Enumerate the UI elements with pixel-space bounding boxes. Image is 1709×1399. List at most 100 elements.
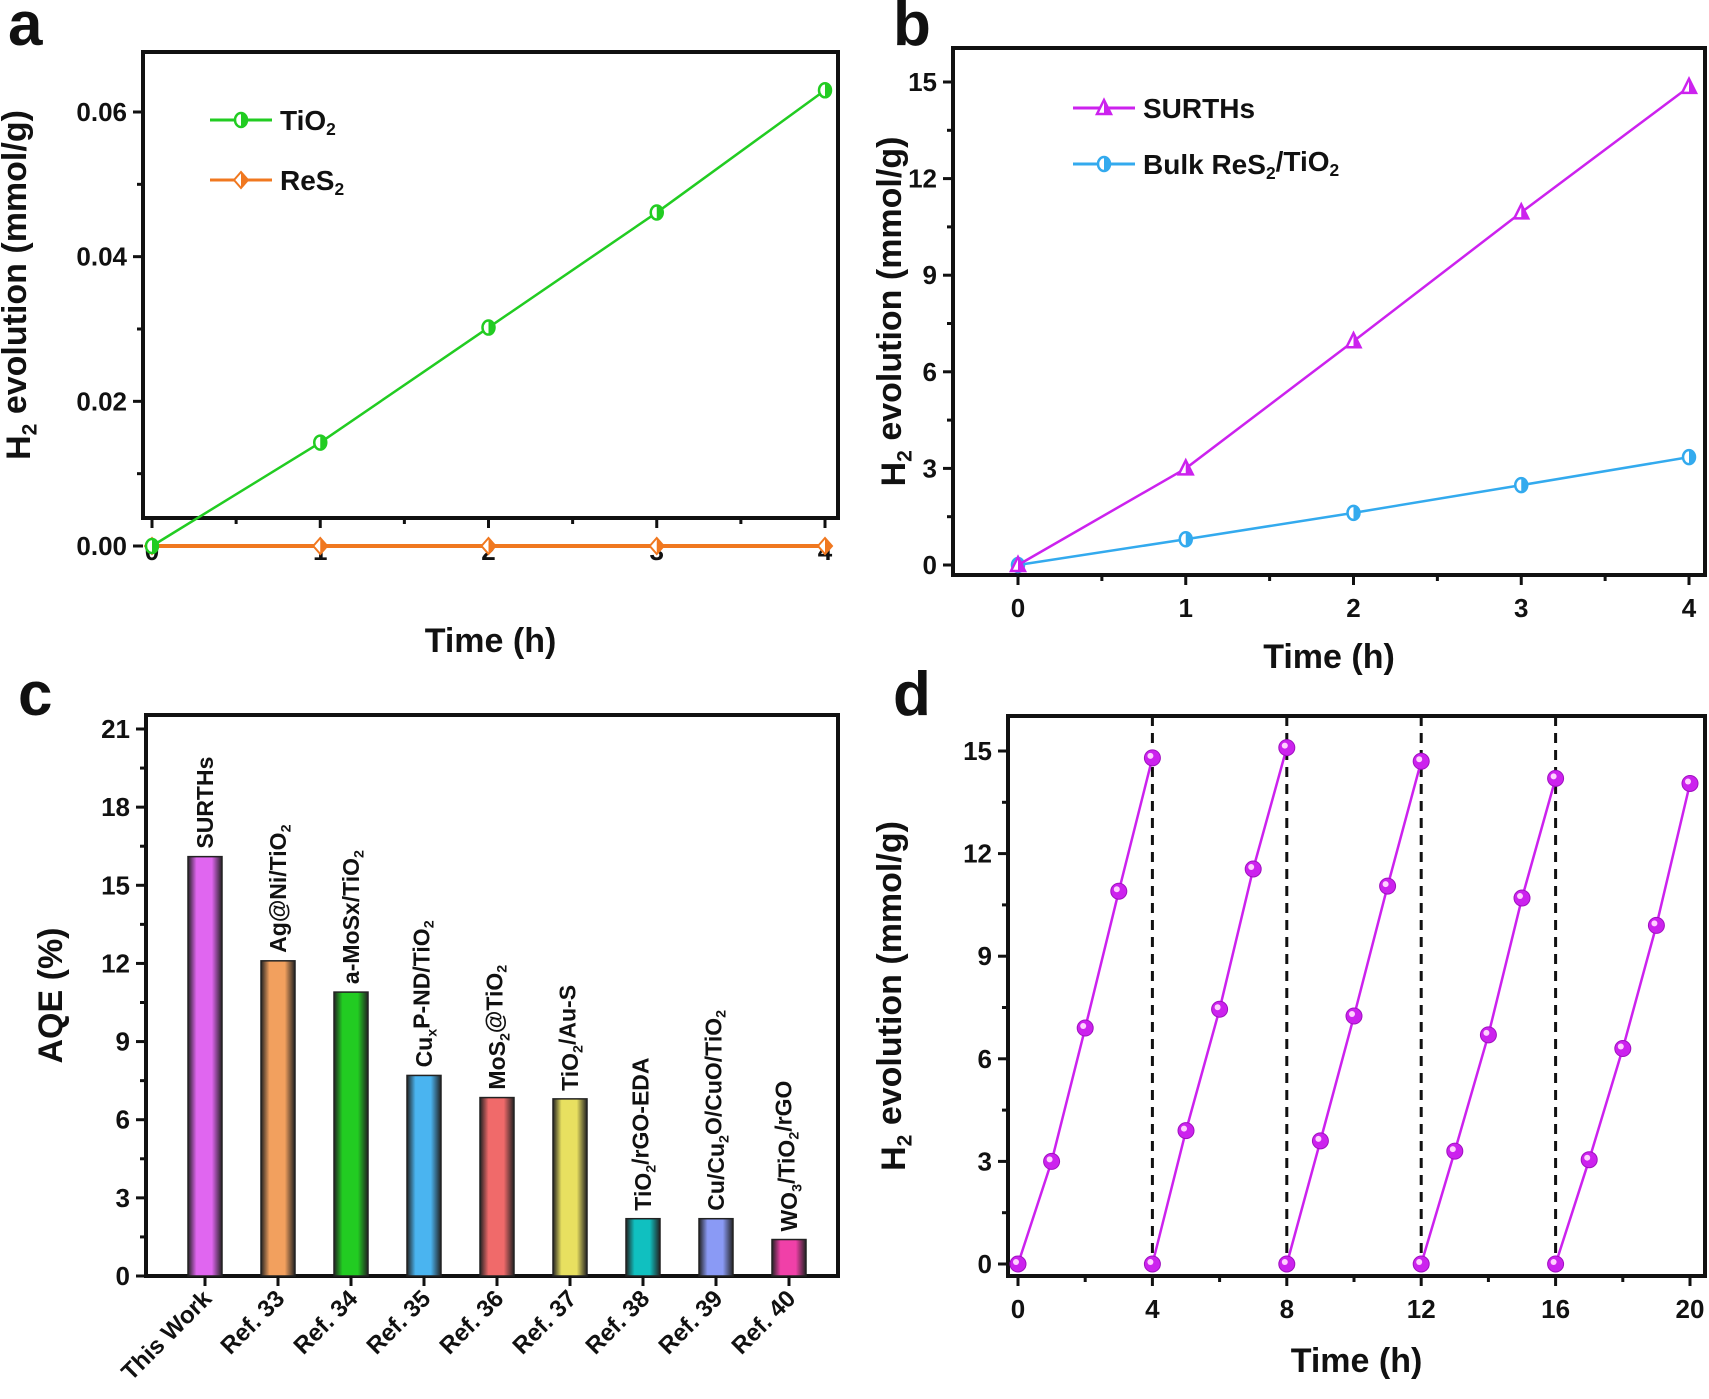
- data-point-highlight: [1483, 1029, 1490, 1036]
- plot-frame: [951, 46, 1707, 577]
- data-point-fill: [825, 538, 832, 554]
- subscript: 2: [893, 450, 916, 462]
- y-tick-label: 6: [116, 1105, 130, 1135]
- bar-label: WO3/TiO2/rGO: [771, 1081, 806, 1232]
- subscript: 2: [495, 965, 511, 973]
- legend-marker-fill: [1104, 157, 1110, 171]
- data-point-highlight: [1013, 1259, 1019, 1265]
- category-label: This Work: [116, 1285, 217, 1386]
- x-tick-label: 12: [1407, 1294, 1436, 1324]
- y-axis-title: AQE (%): [32, 928, 70, 1064]
- x-tick-label: 0: [1011, 1294, 1025, 1324]
- legend-label: TiO2: [280, 105, 336, 139]
- data-point-fill: [825, 83, 831, 98]
- y-tick-label: 15: [963, 736, 992, 766]
- text-part: /TiO: [1276, 146, 1330, 177]
- text-part: TiO: [630, 1173, 656, 1211]
- y-tick-label: 0.06: [76, 97, 127, 127]
- data-point-fill: [488, 538, 496, 554]
- subscript: 2: [334, 179, 344, 199]
- x-axis-title: Time (h): [1291, 1342, 1423, 1380]
- data-point-highlight: [1147, 752, 1154, 759]
- text-part: Ag@Ni/TiO: [265, 832, 291, 952]
- text-part: MoS: [484, 1041, 510, 1090]
- subscript: 2: [716, 1135, 732, 1143]
- y-tick-label: 12: [101, 948, 130, 978]
- bar-ref-35: [406, 1074, 442, 1277]
- data-point-highlight: [1617, 1043, 1624, 1050]
- text-part: @TiO: [481, 973, 507, 1033]
- bar-ref-37: [552, 1098, 588, 1277]
- y-tick-label: 9: [923, 260, 937, 290]
- data-point-highlight: [1214, 1004, 1221, 1011]
- category-label: Ref. 33: [215, 1285, 290, 1360]
- x-tick-label: 20: [1676, 1294, 1705, 1324]
- y-tick-label: 3: [978, 1146, 992, 1176]
- panel-a: 0.000.020.040.0601234TiO2ReS2H2 evolutio…: [0, 0, 840, 660]
- y-axis-title: H2 evolution (mmol/g): [0, 110, 41, 460]
- text-part: TiO: [280, 105, 326, 136]
- y-tick-label: 0: [923, 550, 937, 580]
- text-part: H: [875, 462, 913, 487]
- data-point-fill: [320, 538, 328, 554]
- data-point-fill: [1185, 460, 1193, 475]
- subscript: 2: [1330, 160, 1340, 180]
- x-tick-label: 1: [1179, 593, 1193, 623]
- y-tick-label: 12: [963, 839, 992, 869]
- data-point-highlight: [1416, 756, 1423, 763]
- category-label: Ref. 39: [653, 1285, 728, 1360]
- bar-ref-38: [625, 1217, 661, 1277]
- y-tick-label: 9: [978, 941, 992, 971]
- category-label: Ref. 37: [507, 1285, 582, 1360]
- data-point-highlight: [1685, 778, 1691, 785]
- text-part: SURTHs: [1143, 93, 1255, 124]
- data-point-fill: [1689, 78, 1696, 93]
- text-part: H: [875, 1146, 913, 1171]
- text-part: Bulk ReS: [1143, 149, 1266, 180]
- legend-marker-fill: [241, 113, 247, 127]
- data-point-highlight: [1181, 1125, 1187, 1132]
- y-tick-label: 6: [978, 1044, 992, 1074]
- subscript: 2: [422, 920, 438, 928]
- text-part: evolution (mmol/g): [871, 821, 909, 1135]
- text-part: /rGO: [771, 1081, 797, 1132]
- subscript: 2: [787, 1132, 803, 1140]
- x-axis-title: Time (h): [425, 622, 557, 660]
- category-label: Ref. 35: [361, 1285, 436, 1360]
- panel-d: 0 3 6 9 12 15 0 4 8 12 16 20 H2 evolution (mmol/g) Ti…: [871, 660, 1707, 1380]
- panel-letter: a: [8, 0, 43, 59]
- subscript: 2: [278, 824, 294, 832]
- bar-ref-36: [479, 1096, 515, 1277]
- y-tick-label: 12: [908, 164, 937, 194]
- y-axis-title: H2 evolution (mmol/g): [871, 821, 916, 1171]
- data-point-fill: [656, 538, 664, 554]
- subscript: 2: [18, 424, 41, 436]
- category-label: Ref. 34: [288, 1285, 363, 1360]
- text-part: Cu: [411, 1037, 437, 1068]
- bar-ref-34: [333, 991, 369, 1277]
- text-part: /rGO-EDA: [627, 1057, 653, 1164]
- y-tick-label: 0.00: [76, 531, 127, 561]
- x-tick-label: 16: [1541, 1294, 1570, 1324]
- text-part: a-MoSx/TiO: [338, 858, 364, 984]
- data-point-fill: [1353, 505, 1360, 520]
- data-point-fill: [656, 205, 663, 220]
- bar-label: SURTHs: [192, 757, 218, 849]
- bar-label: Cu/Cu2O/CuO/TiO2: [700, 1010, 732, 1211]
- data-point-highlight: [1651, 920, 1658, 927]
- data-point-fill: [1185, 532, 1192, 547]
- bar-this-work: [187, 855, 223, 1277]
- data-point-highlight: [1517, 893, 1523, 900]
- text-part: WO: [776, 1192, 802, 1232]
- bar-label: CuxP-ND/TiO2: [408, 920, 440, 1067]
- y-tick-label: 0.04: [76, 242, 127, 272]
- x-tick-label: 2: [1346, 593, 1360, 623]
- text-part: /TiO: [773, 1140, 799, 1184]
- data-point-highlight: [1248, 863, 1255, 870]
- x-tick-label: 3: [1514, 593, 1528, 623]
- data-point-fill: [1353, 333, 1361, 348]
- x-tick-label: 8: [1280, 1294, 1294, 1324]
- legend-label: Bulk ReS2/TiO2: [1143, 146, 1339, 183]
- data-point-fill: [320, 435, 327, 450]
